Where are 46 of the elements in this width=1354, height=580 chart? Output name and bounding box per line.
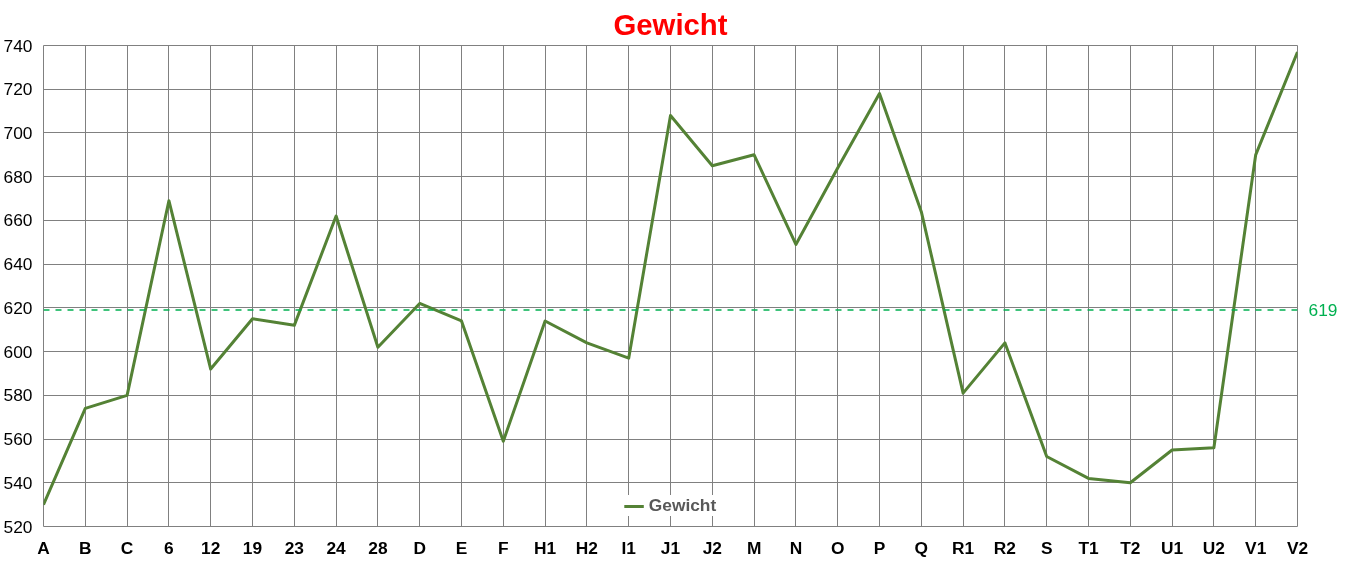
x-tick-label: O bbox=[830, 537, 845, 558]
x-tick-label: 28 bbox=[368, 537, 388, 558]
legend-label: Gewicht bbox=[648, 495, 717, 516]
x-tick-label: V2 bbox=[1286, 537, 1309, 558]
y-tick-label: 640 bbox=[3, 254, 33, 275]
x-tick-label: J1 bbox=[660, 537, 681, 558]
x-tick-label: C bbox=[120, 537, 134, 558]
x-tick-label: Q bbox=[914, 537, 929, 558]
y-tick-label: 740 bbox=[3, 35, 33, 56]
x-tick-label: 19 bbox=[242, 537, 263, 558]
x-tick-label: P bbox=[873, 537, 886, 558]
y-tick-label: 660 bbox=[3, 210, 33, 231]
y-tick-label: 560 bbox=[3, 429, 33, 450]
x-tick-label: J2 bbox=[702, 537, 722, 558]
y-tick-label: 520 bbox=[3, 516, 33, 537]
y-tick-label: 680 bbox=[3, 166, 33, 187]
x-tick-label: 24 bbox=[326, 537, 347, 558]
ref-line-label: 619 bbox=[1308, 300, 1338, 321]
x-tick-label: U2 bbox=[1202, 537, 1225, 558]
x-tick-label: I1 bbox=[621, 537, 637, 558]
x-tick-label: M bbox=[746, 537, 762, 558]
x-tick-label: 23 bbox=[284, 537, 305, 558]
x-tick-label: 12 bbox=[201, 537, 221, 558]
y-tick-label: 600 bbox=[3, 341, 33, 362]
x-tick-label: T2 bbox=[1120, 537, 1141, 558]
y-tick-label: 580 bbox=[3, 385, 33, 406]
y-tick-label: 720 bbox=[3, 79, 33, 100]
x-tick-label: A bbox=[37, 537, 51, 558]
y-tick-label: 700 bbox=[3, 122, 33, 143]
x-tick-label: D bbox=[413, 537, 426, 558]
x-tick-label: E bbox=[455, 537, 468, 558]
chart-title: Gewicht bbox=[613, 7, 728, 41]
x-tick-label: F bbox=[498, 537, 509, 558]
x-tick-label: B bbox=[79, 537, 92, 558]
x-tick-label: H1 bbox=[534, 537, 557, 558]
x-tick-label: U1 bbox=[1161, 537, 1184, 558]
x-tick-label: H2 bbox=[575, 537, 598, 558]
y-tick-label: 540 bbox=[3, 472, 33, 493]
x-tick-label: V1 bbox=[1245, 537, 1267, 558]
x-tick-label: 6 bbox=[164, 537, 175, 558]
x-tick-label: R2 bbox=[993, 537, 1016, 558]
y-tick-label: 620 bbox=[3, 297, 33, 318]
x-tick-label: S bbox=[1040, 537, 1053, 558]
x-tick-label: R1 bbox=[952, 537, 975, 558]
x-tick-label: N bbox=[789, 537, 803, 558]
x-tick-label: T1 bbox=[1078, 537, 1099, 558]
